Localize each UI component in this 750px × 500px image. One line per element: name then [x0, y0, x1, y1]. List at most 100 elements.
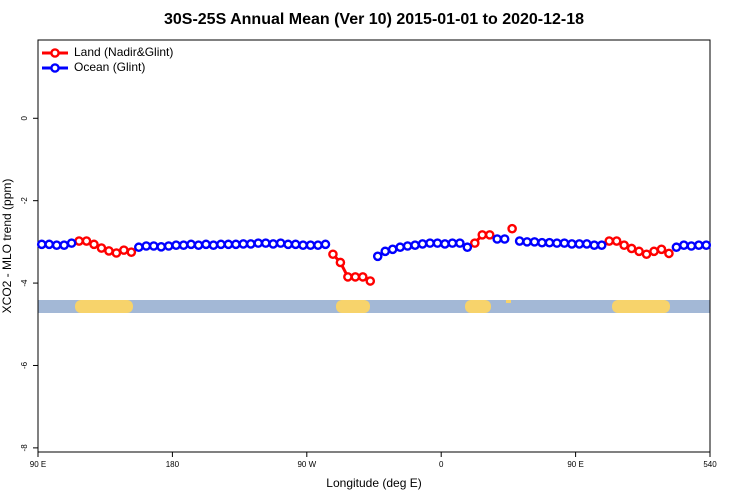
data-point [656, 244, 667, 255]
data-point [238, 239, 249, 249]
data-point [253, 238, 264, 248]
data-point [649, 246, 659, 257]
surface-band [38, 300, 710, 313]
y-axis-label: XCO2 - MLO trend (ppm) [0, 179, 14, 314]
data-point [89, 239, 99, 250]
legend-label: Ocean (Glint) [74, 60, 145, 74]
data-point [74, 236, 84, 246]
data-point [328, 249, 338, 260]
data-point [477, 230, 488, 240]
data-point [298, 240, 308, 250]
data-point [178, 240, 189, 250]
data-point [66, 238, 77, 248]
data-point [634, 246, 644, 257]
data-point [275, 238, 286, 248]
x-tick-label: 90 E [567, 460, 583, 469]
data-point [529, 237, 540, 247]
legend-entry: Land (Nadir&Glint) [42, 45, 173, 59]
data-point [201, 239, 211, 250]
data-point [567, 239, 577, 249]
data-point [432, 238, 443, 248]
land-band [336, 300, 370, 313]
land-band [465, 300, 491, 313]
data-point [440, 239, 450, 249]
data-point [611, 236, 622, 246]
data-point [395, 242, 405, 253]
data-point [455, 238, 465, 248]
data-point [260, 238, 271, 248]
data-point [350, 272, 361, 282]
data-point [245, 239, 256, 249]
data-point [305, 240, 316, 250]
land-band [75, 300, 133, 313]
data-point [216, 239, 226, 250]
data-point [559, 238, 570, 248]
data-point [186, 239, 196, 250]
x-tick-label: 180 [166, 460, 180, 469]
data-point [126, 247, 137, 257]
x-tick-label: 90 W [297, 460, 316, 469]
legend-entry: Ocean (Glint) [42, 60, 145, 74]
data-point [171, 240, 181, 250]
y-tick-label: 0 [20, 116, 29, 121]
data-point [119, 245, 129, 255]
data-point [641, 249, 652, 260]
data-point [514, 236, 525, 246]
data-point [133, 242, 144, 253]
data-point [582, 239, 592, 249]
x-tick-label: 0 [439, 460, 444, 469]
data-point [44, 239, 55, 250]
data-point [417, 239, 428, 249]
data-point [499, 234, 510, 244]
x-tick-label: 90 E [30, 460, 46, 469]
y-tick-label: -6 [20, 361, 29, 369]
data-point [484, 230, 495, 240]
data-point [357, 272, 368, 282]
data-point [574, 239, 585, 249]
data-point [59, 240, 69, 250]
data-point [36, 239, 47, 250]
data-point [604, 236, 615, 246]
data-point [425, 238, 435, 248]
data-point [701, 240, 712, 250]
legend-marker [50, 48, 60, 58]
data-point [522, 237, 532, 247]
data-point [507, 223, 517, 234]
chart-title: 30S-25S Annual Mean (Ver 10) 2015-01-01 … [164, 11, 584, 28]
data-point [148, 241, 159, 251]
data-point [447, 238, 458, 248]
data-point [231, 239, 241, 250]
land-band [612, 300, 670, 313]
x-axis-label: Longitude (deg E) [326, 476, 421, 490]
data-point [141, 241, 152, 251]
data-point [372, 251, 383, 262]
data-point [365, 276, 376, 286]
data-point [462, 242, 473, 253]
data-point [51, 240, 62, 250]
data-point [335, 257, 346, 268]
legend-label: Land (Nadir&Glint) [74, 45, 173, 59]
data-point [552, 238, 562, 248]
data-point [81, 236, 92, 246]
data-point [589, 240, 600, 250]
data-point [694, 240, 704, 250]
data-point [111, 248, 122, 258]
data-point [96, 243, 107, 253]
data-point [380, 246, 391, 257]
data-point [156, 242, 166, 252]
data-point [469, 238, 480, 248]
data-point [410, 240, 420, 250]
data-point [619, 240, 629, 250]
y-tick-label: -4 [20, 279, 29, 287]
data-point [193, 240, 204, 250]
legend-marker [50, 63, 60, 73]
data-point [268, 239, 279, 249]
data-point [671, 242, 682, 253]
data-point [290, 239, 301, 250]
data-point [686, 241, 697, 251]
data-point [537, 237, 547, 248]
data-point [492, 234, 503, 244]
data-point [223, 239, 234, 250]
ocean-band [38, 300, 710, 313]
